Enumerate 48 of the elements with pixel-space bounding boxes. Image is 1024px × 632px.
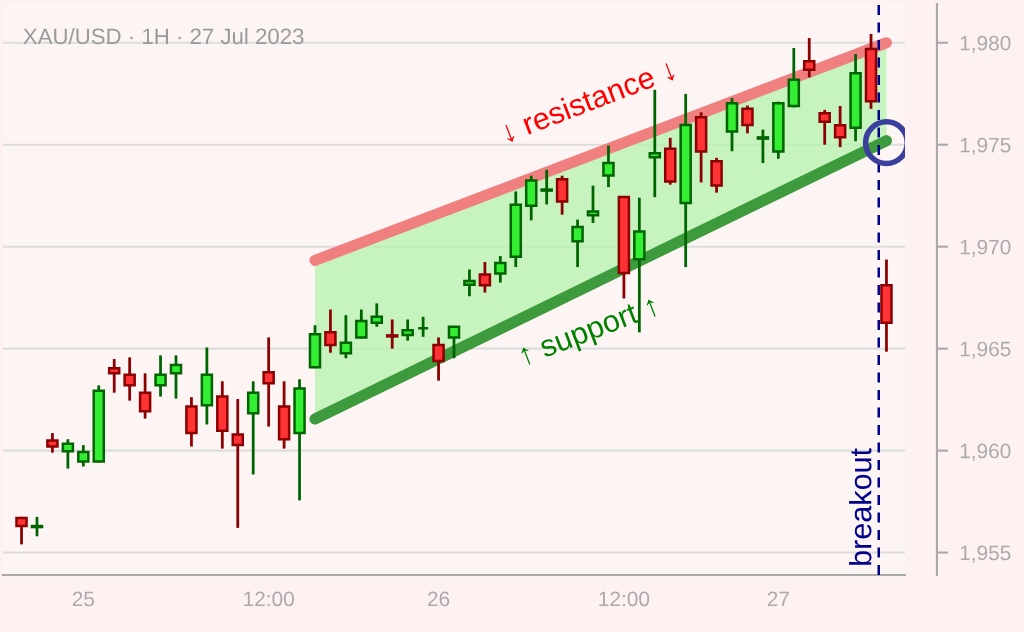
candlestick [741,104,754,135]
x-tick-label: 26 [428,591,450,607]
x-tick-label: 25 [72,591,95,607]
candlestick [401,318,414,343]
candlestick [123,356,136,403]
x-tick-label: 27 [767,591,789,607]
candlestick [61,437,75,470]
candlestick [107,357,121,395]
candlestick [370,301,384,329]
candlestick [432,336,445,383]
candlestick [571,218,584,269]
x-tick-label: 12:00 [599,591,650,607]
candlestick [355,308,368,340]
candlestick [246,379,260,476]
y-tick-label: 1,970 [960,239,1011,257]
candlestick [46,431,59,455]
candlestick [262,336,275,428]
candlestick [540,168,553,206]
candlestick [802,36,816,79]
candlestick [339,313,353,360]
y-tick-label: 1,960 [960,443,1011,461]
candlestick [833,104,847,149]
candlestick [586,184,600,225]
candlestick [447,324,461,360]
y-tick-label: 1,975 [960,137,1011,155]
candlestick [494,254,507,284]
candlestick [324,308,337,355]
candlestick [77,443,90,468]
y-tick-label: 1,980 [960,35,1011,53]
x-tick-label: 12:00 [244,591,294,607]
candlestick [169,353,183,400]
candlestick [756,128,770,165]
text: XAU/USD · 1H · 27 Jul 2023 [23,27,304,45]
candlestick [555,174,569,217]
candlestick [154,353,167,398]
candlestick [478,260,492,294]
annotation: breakout [849,448,872,565]
candlestick [30,515,44,538]
candlestick [602,144,615,189]
y-tick-label: 1,955 [960,545,1011,563]
candlestick [15,515,28,546]
candlestick [385,318,399,351]
candlestick [818,108,831,147]
candlestick [463,268,476,298]
candlestick [416,315,430,339]
candlestick [138,371,152,420]
y-tick-label: 1,965 [960,341,1011,359]
candlestick [231,397,245,530]
